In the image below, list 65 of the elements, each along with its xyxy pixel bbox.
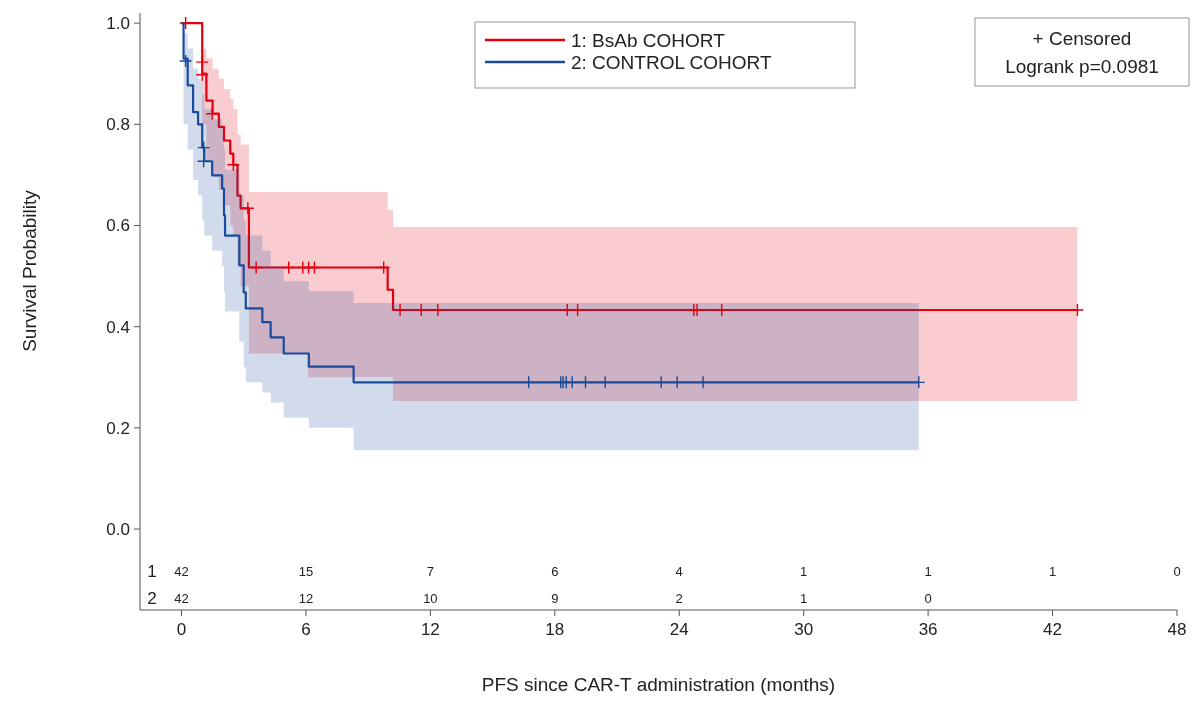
annotation: 1: [924, 563, 932, 579]
point: [560, 303, 574, 317]
point: [565, 375, 579, 390]
x-tick-label: 42: [1043, 620, 1063, 639]
annotation: 2: [675, 590, 683, 606]
annotation: 0: [1173, 563, 1181, 579]
annotation: 2: [147, 589, 157, 608]
point: [241, 201, 255, 215]
point: [282, 260, 296, 275]
x-tick-label: 18: [545, 620, 565, 639]
annotation: 1: [800, 563, 808, 579]
point: [670, 375, 684, 390]
x-tick-label: 30: [794, 620, 814, 639]
point: [195, 55, 209, 69]
annotation: 1: [800, 590, 808, 606]
x-tick-label: 6: [301, 620, 311, 639]
annotation: 4: [675, 563, 683, 579]
point: [654, 375, 668, 390]
y-tick-label: 0.4: [106, 317, 130, 337]
y-tick-label: 0.0: [106, 520, 130, 539]
point: [205, 106, 219, 121]
annotation: Logrank p=0.0981: [1005, 55, 1159, 77]
y-tick-label: 0.6: [106, 216, 130, 236]
point: [598, 375, 612, 390]
point: [196, 140, 211, 155]
point: [570, 303, 585, 317]
x-axis-title: PFS since CAR-T administration (months): [481, 674, 836, 695]
y-tick-label: 0.2: [106, 418, 130, 438]
x-tick-label: 24: [669, 620, 689, 639]
x-tick-label: 36: [918, 620, 938, 639]
point: [196, 154, 211, 168]
point: [521, 375, 536, 390]
point: [393, 303, 407, 317]
annotation: 42: [174, 590, 189, 606]
x-tick-label: 0: [176, 620, 187, 639]
annotation: 7: [426, 563, 434, 579]
annotation: + Censored: [1032, 27, 1132, 49]
point: [178, 54, 193, 68]
point: [696, 375, 710, 390]
y-axis-title: Survival Probability: [19, 189, 40, 352]
point: [249, 260, 263, 275]
annotation: 9: [551, 590, 559, 606]
annotation: 0: [924, 590, 932, 606]
point: [226, 158, 241, 172]
annotation: 42: [174, 563, 189, 579]
point: [307, 260, 322, 275]
point: [578, 375, 593, 390]
point: [715, 303, 729, 317]
annotation: 15: [298, 563, 314, 579]
legend-label: 1: BsAb COHORT: [571, 29, 726, 51]
point: [195, 68, 209, 82]
y-tick-label: 1.0: [106, 14, 130, 34]
point: [912, 375, 926, 390]
x-tick-label: 48: [1167, 620, 1187, 639]
annotation: 1: [1048, 563, 1057, 579]
annotation: 1: [147, 562, 157, 581]
annotation: 10: [423, 590, 438, 606]
annotation: 12: [298, 590, 314, 606]
x-tick-label: 12: [420, 620, 440, 639]
point: [414, 303, 428, 317]
point: [377, 260, 391, 275]
y-tick-label: 0.8: [106, 115, 130, 135]
point: [431, 303, 445, 317]
annotation: 6: [551, 563, 559, 579]
legend-label: 2: CONTROL COHORT: [571, 51, 772, 73]
